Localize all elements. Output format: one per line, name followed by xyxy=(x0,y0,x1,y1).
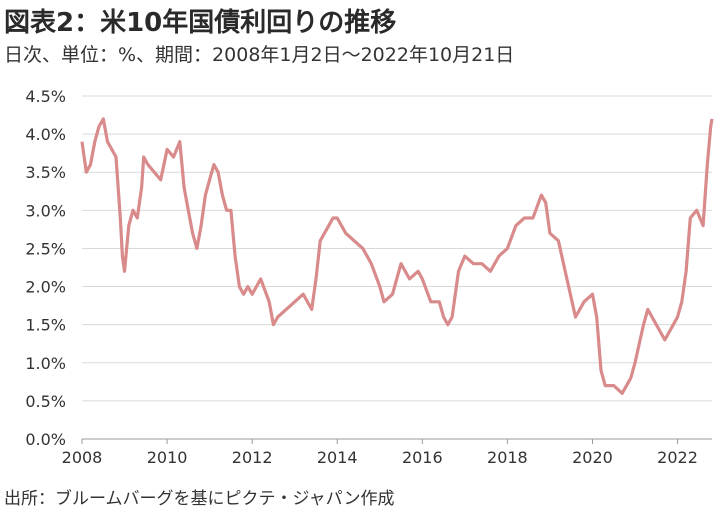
x-tick-label: 2010 xyxy=(147,448,188,467)
y-axis-ticks: 0.0% 0.5% 1.0% 1.5% 2.0% 2.5% 3.0% 3.5% 4.0% 4.5% xyxy=(25,87,66,449)
y-tick-label: 0.5% xyxy=(25,392,66,411)
chart-subtitle: 日次、単位：%、期間：2008年1月2日～2022年10月21日 xyxy=(4,44,515,66)
y-tick-label: 2.5% xyxy=(25,239,66,258)
grid-lines xyxy=(82,95,712,402)
y-tick-label: 4.0% xyxy=(25,125,66,144)
y-tick-label: 1.5% xyxy=(25,316,66,335)
y-tick-label: 3.0% xyxy=(25,201,66,220)
x-tick-label: 2008 xyxy=(62,448,103,467)
x-tick-label: 2012 xyxy=(232,448,273,467)
x-tick-label: 2020 xyxy=(572,448,613,467)
chart-title: 図表2：米10年国債利回りの推移 xyxy=(4,8,397,38)
x-tick-label: 2018 xyxy=(487,448,528,467)
y-tick-label: 3.5% xyxy=(25,163,66,182)
y-tick-label: 0.0% xyxy=(25,430,66,449)
y-tick-label: 2.0% xyxy=(25,278,66,297)
x-axis-ticks: 2008 2010 2012 2014 2016 2018 2020 2022 xyxy=(62,439,698,467)
yield-series-line xyxy=(80,117,714,395)
x-tick-label: 2014 xyxy=(317,448,358,467)
y-tick-label: 1.0% xyxy=(25,354,66,373)
x-tick-label: 2022 xyxy=(657,448,698,467)
y-tick-label: 4.5% xyxy=(25,87,66,106)
x-tick-label: 2016 xyxy=(402,448,443,467)
source-note: 出所：ブルームバーグを基にピクテ・ジャパン作成 xyxy=(4,489,395,509)
